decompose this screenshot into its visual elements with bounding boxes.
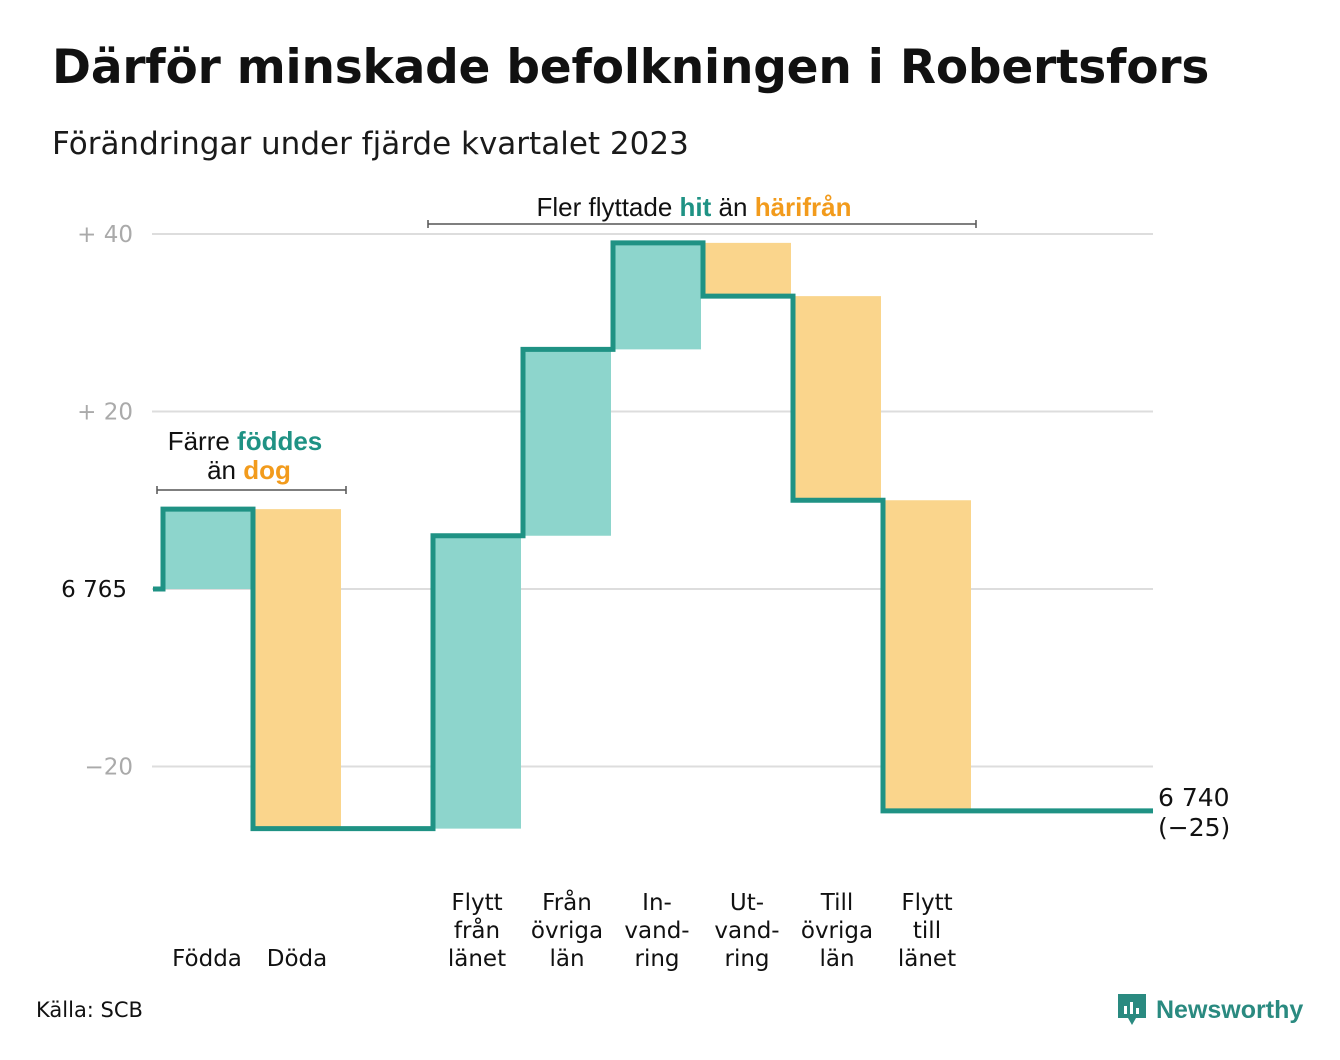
source-note: Källa: SCB: [36, 998, 143, 1022]
y-tick-label: −20: [84, 755, 133, 781]
category-label: Flytt: [901, 890, 952, 916]
start-value-label: 6 765: [61, 577, 127, 603]
waterfall-bar: [883, 500, 971, 811]
category-label: övriga: [531, 918, 603, 944]
category-label: länet: [448, 946, 506, 972]
annotation-migration-bracket: [427, 220, 977, 228]
category-label: länet: [898, 946, 956, 972]
category-label: län: [549, 946, 584, 972]
category-label: Födda: [172, 946, 242, 972]
annotation-births-line1: Färre föddes: [168, 426, 323, 456]
category-label: In-: [642, 890, 672, 916]
end-change-label: (−25): [1158, 813, 1230, 842]
waterfall-bar: [433, 535, 521, 829]
category-label: Döda: [267, 946, 327, 972]
chart-subtitle: Förändringar under fjärde kvartalet 2023: [52, 126, 689, 162]
y-tick-label: + 20: [77, 400, 133, 426]
annotation-births-line2: än dog: [207, 455, 291, 485]
chart-title: Därför minskade befolkningen i Robertsfo…: [52, 40, 1210, 95]
newsworthy-logo-icon: [1118, 994, 1146, 1025]
waterfall-bar: [793, 296, 881, 501]
cumulative-step-line: [153, 240, 1153, 832]
category-label: län: [819, 946, 854, 972]
category-label: Från: [542, 888, 592, 916]
category-label: från: [454, 916, 500, 944]
category-label: ring: [634, 946, 679, 972]
category-label: vand-: [714, 918, 779, 944]
annotation-migration: Fler flyttade hit än härifrån: [536, 192, 851, 222]
category-label: ring: [724, 946, 769, 972]
category-label: Till: [820, 890, 854, 916]
category-label: övriga: [801, 918, 873, 944]
waterfall-bar: [703, 242, 791, 297]
waterfall-bar: [253, 509, 341, 829]
category-label: vand-: [624, 918, 689, 944]
category-label: till: [913, 918, 941, 944]
annotation-births-bracket: [156, 486, 347, 494]
end-value-label: 6 740: [1158, 783, 1230, 812]
newsworthy-logo-text: Newsworthy: [1156, 995, 1304, 1024]
waterfall-bar: [523, 349, 611, 536]
waterfall-bar: [163, 509, 251, 589]
newsworthy-logo: Newsworthy: [1116, 992, 1303, 1028]
waterfall-bar: [613, 242, 701, 350]
category-label: Flytt: [451, 890, 502, 916]
y-tick-label: + 40: [77, 222, 133, 248]
category-label: Ut-: [730, 890, 764, 916]
